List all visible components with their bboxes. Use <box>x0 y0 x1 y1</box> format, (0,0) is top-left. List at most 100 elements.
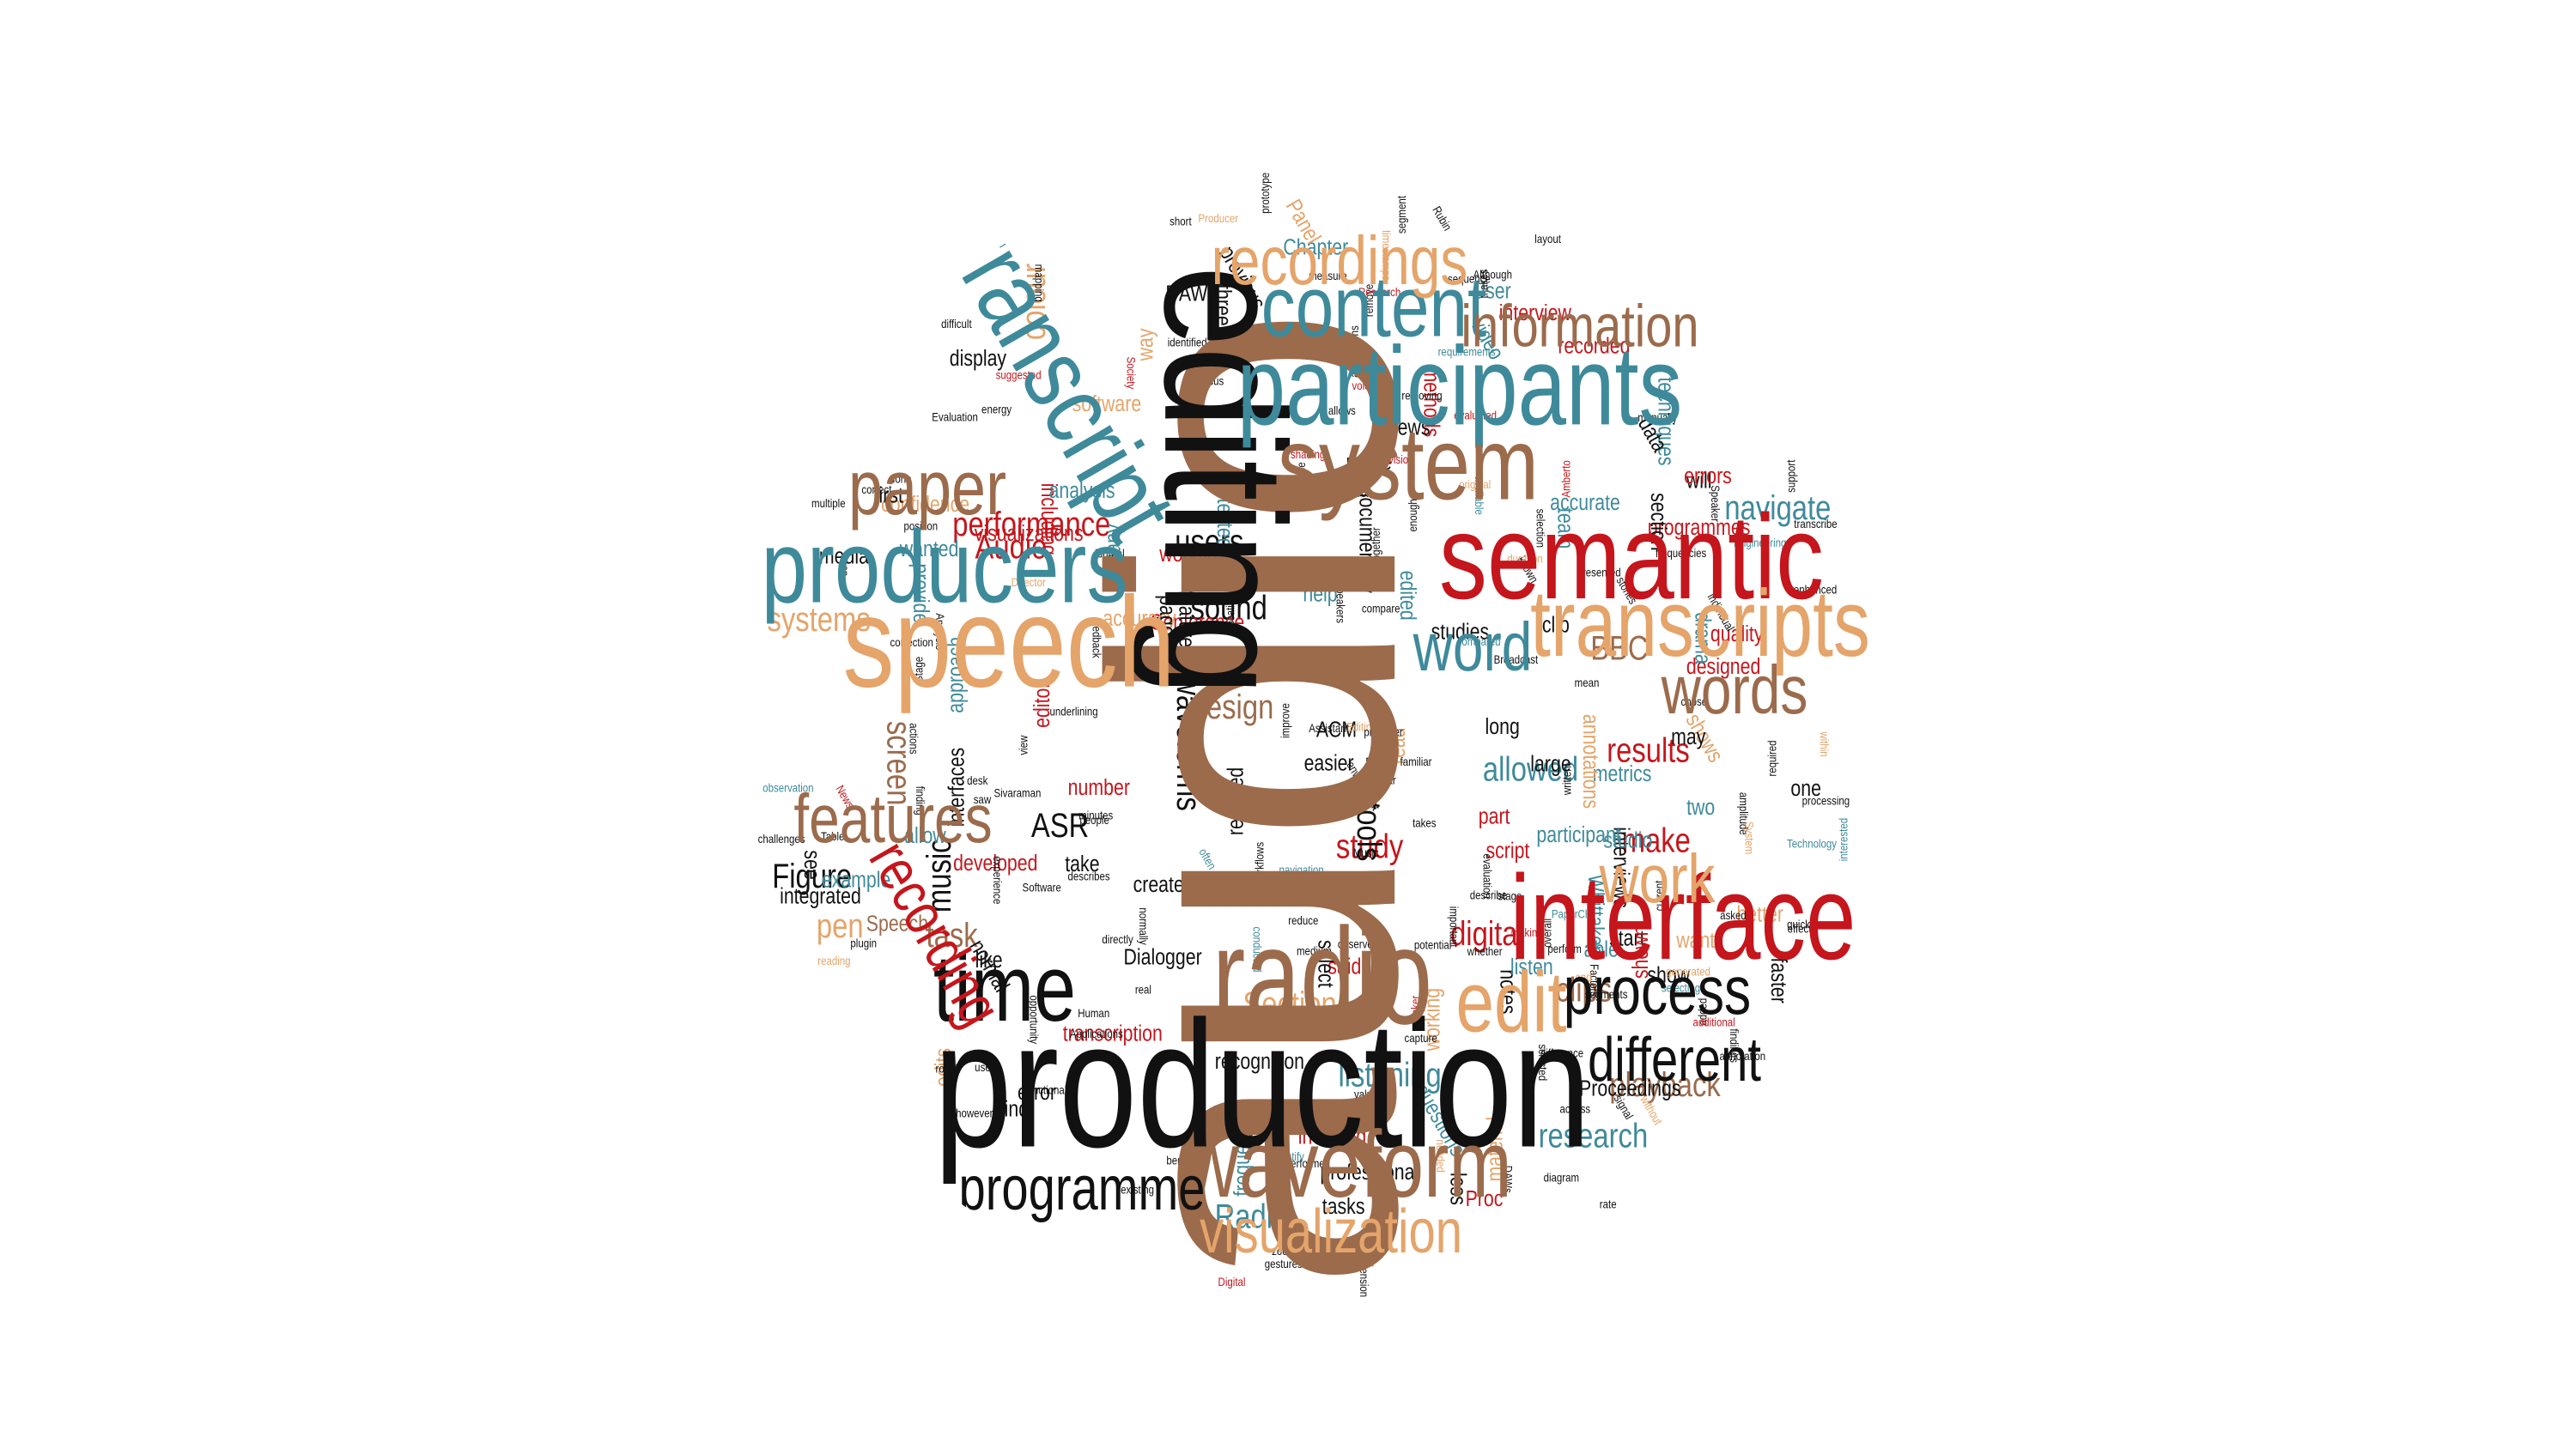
cloud-word: recorded <box>1558 333 1630 359</box>
cloud-word: users <box>1175 522 1243 561</box>
cloud-word: listen <box>1510 955 1553 980</box>
cloud-word: identified <box>1168 336 1207 349</box>
cloud-word: done <box>890 471 912 485</box>
cloud-word: end <box>1575 970 1591 984</box>
cloud-word: compared <box>1457 634 1501 648</box>
cloud-word: many <box>1101 524 1127 568</box>
cloud-word: programmes <box>1648 515 1751 541</box>
cloud-word: Dialogger <box>1123 945 1201 971</box>
cloud-word: Audio <box>975 527 1047 566</box>
cloud-word: provide <box>908 563 933 623</box>
cloud-word: take <box>1065 852 1099 877</box>
cloud-word: research <box>1539 1117 1649 1155</box>
cloud-word: however <box>956 1106 993 1119</box>
cloud-word: marked <box>1291 806 1324 820</box>
cloud-word: journal <box>1094 546 1124 560</box>
cloud-word: two <box>1686 795 1715 821</box>
cloud-word: BBC <box>1590 628 1648 667</box>
cloud-word: evaluation <box>1480 853 1494 898</box>
cloud-word: original <box>1459 477 1491 491</box>
cloud-word: User <box>1473 278 1511 304</box>
cloud-word: may <box>1671 724 1705 750</box>
cloud-word: Evaluation <box>932 409 978 423</box>
cloud-word: Stage <box>911 657 925 682</box>
cloud-word: annotations <box>1577 714 1603 809</box>
cloud-word: included <box>1298 1124 1366 1149</box>
cloud-word: script <box>1485 839 1529 864</box>
cloud-word: available <box>1473 476 1486 514</box>
cloud-word: duration <box>1507 551 1542 565</box>
cloud-word: asked <box>1720 908 1747 922</box>
cloud-word: difficult <box>941 317 972 330</box>
cloud-word: prototype <box>1258 173 1272 214</box>
cloud-word: results <box>1607 731 1690 769</box>
cloud-word: perform <box>1547 942 1582 955</box>
cloud-word: chose <box>1680 694 1707 708</box>
cloud-word: tools <box>1350 802 1388 861</box>
cloud-word: effort <box>1230 1106 1273 1132</box>
cloud-word: finding <box>914 786 927 815</box>
cloud-word: programme <box>958 1154 1205 1222</box>
cloud-word: information <box>1461 294 1699 360</box>
cloud-word: see <box>799 850 824 879</box>
cloud-word: section <box>1645 493 1671 551</box>
cloud-word: Director <box>1012 575 1047 589</box>
cloud-word: Proc <box>1466 1186 1504 1212</box>
cloud-word: much <box>1348 649 1393 675</box>
cloud-word: metrics <box>1593 761 1652 787</box>
cloud-word: interviews <box>1608 827 1634 908</box>
cloud-word: navigation <box>1279 863 1323 876</box>
cloud-word: playback <box>1609 1065 1721 1104</box>
cloud-word: feedback <box>1090 618 1103 658</box>
cloud-word: directly <box>1102 932 1133 946</box>
cloud-word: energy <box>981 402 1012 415</box>
cloud-word: written <box>1559 766 1573 796</box>
cloud-word: workflows <box>1252 842 1266 886</box>
cloud-word: feature <box>1174 591 1200 647</box>
cloud-word: Sivaraman <box>993 785 1041 799</box>
cloud-word: line <box>1316 472 1345 498</box>
cloud-word: mean <box>1575 676 1600 689</box>
cloud-word: want <box>1675 928 1715 954</box>
cloud-word: Engineering <box>1734 536 1786 549</box>
cloud-word: focus <box>1200 373 1224 387</box>
cloud-word: segment <box>1394 196 1408 233</box>
cloud-word: first <box>874 482 904 508</box>
cloud-word: Semantic <box>1168 511 1209 524</box>
cloud-word: producer <box>1364 724 1403 738</box>
cloud-word: producers <box>762 511 1128 626</box>
cloud-word: whether <box>1467 944 1503 958</box>
cloud-word: useful <box>975 1060 1001 1074</box>
cloud-word: makes <box>1476 270 1490 299</box>
cloud-word: television <box>1373 452 1414 466</box>
cloud-word: DAWs <box>1501 1166 1515 1193</box>
cloud-word: remove <box>1362 284 1376 317</box>
cloud-word: analysis <box>1048 478 1115 504</box>
cloud-word: zoom <box>1272 1244 1296 1258</box>
cloud-word: time <box>933 937 1076 1042</box>
cloud-word: processing <box>1802 793 1850 807</box>
cloud-word: applications <box>1347 325 1361 378</box>
cloud-word: correct <box>861 482 891 496</box>
cloud-word: design <box>1191 688 1274 726</box>
cloud-word: digital <box>1450 914 1524 953</box>
cloud-word: Proceedings <box>1579 1076 1681 1101</box>
cloud-word: challenges <box>758 832 805 846</box>
cloud-word: professional <box>1320 1160 1419 1185</box>
cloud-word: shading <box>1291 447 1325 461</box>
cloud-word: edits <box>931 1048 957 1087</box>
cloud-word: start <box>1609 926 1645 952</box>
cloud-word: allow <box>904 823 946 849</box>
cloud-word: Applications <box>1070 1027 1123 1040</box>
cloud-word: pen <box>817 906 864 945</box>
cloud-word: listening <box>1338 1055 1441 1094</box>
cloud-word: easier <box>1304 750 1354 776</box>
cloud-word: participant <box>1536 822 1621 848</box>
cloud-word: participants <box>1237 323 1683 448</box>
cloud-word: manually <box>1637 410 1677 424</box>
cloud-word: display <box>950 346 1006 372</box>
cloud-word: features <box>793 780 992 857</box>
cloud-word: less <box>1445 1173 1471 1205</box>
cloud-word: user <box>1324 1235 1379 1274</box>
cloud-word: layout <box>1534 232 1561 246</box>
